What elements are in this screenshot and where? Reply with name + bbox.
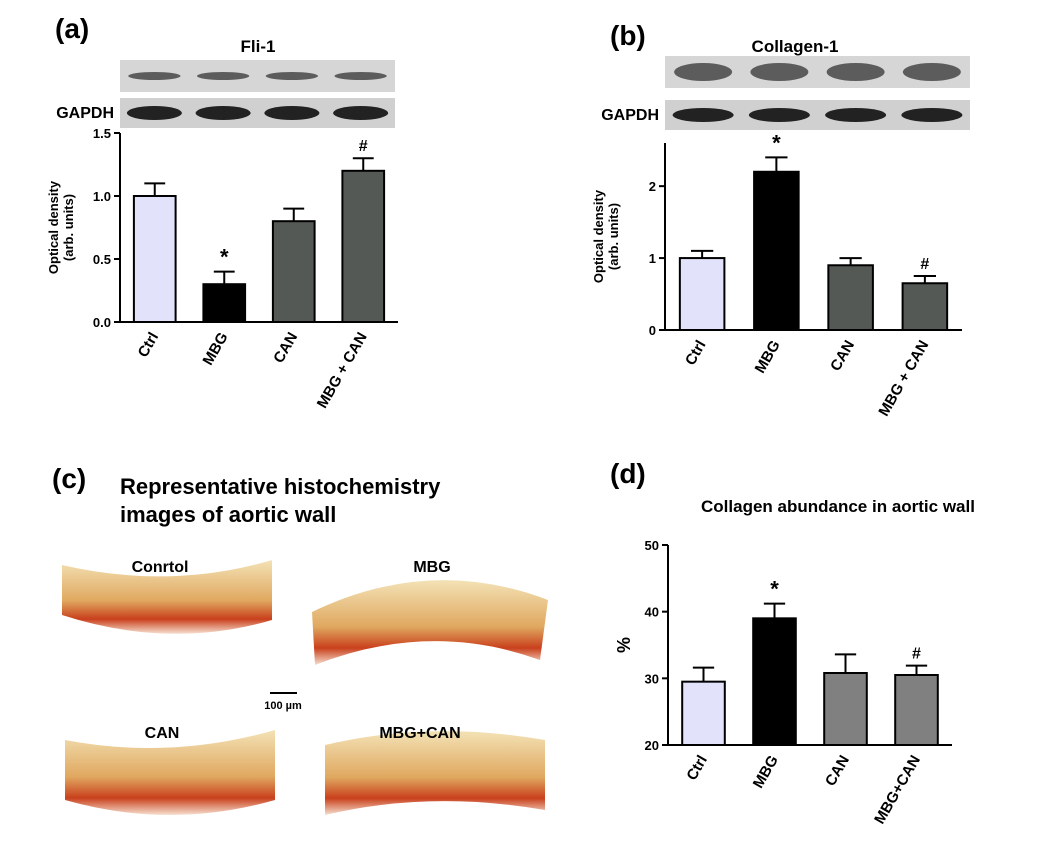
- x-tick-label: CAN: [270, 330, 301, 367]
- bar: [678, 257, 726, 332]
- x-tick-label: CAN: [827, 338, 858, 375]
- y-tick-label: 20: [645, 738, 659, 753]
- blot-band: [672, 108, 734, 122]
- chart-title: Collagen-1: [752, 37, 839, 56]
- blot-band: [126, 106, 182, 120]
- y-tick-label: 40: [645, 605, 659, 620]
- blot-label: GAPDH: [601, 107, 659, 124]
- y-axis-label: Optical density: [46, 180, 61, 274]
- bar: [202, 283, 247, 324]
- image-label: MBG: [413, 559, 450, 576]
- blot-band: [902, 63, 961, 81]
- histology-image: [62, 560, 548, 815]
- blot-band: [264, 106, 320, 120]
- blot-band: [674, 63, 733, 81]
- annotation: #: [912, 646, 921, 663]
- image-label: CAN: [145, 725, 180, 742]
- x-tick-label: Ctrl: [682, 338, 710, 369]
- blot-band: [901, 108, 963, 122]
- blot-band: [334, 72, 387, 80]
- blot-label: GAPDH: [56, 105, 114, 122]
- y-tick-label: 1: [649, 251, 656, 266]
- image-label: Conrtol: [132, 559, 189, 576]
- x-tick-label: Ctrl: [683, 753, 711, 784]
- panel-label: (d): [610, 458, 646, 489]
- bar: [752, 617, 797, 746]
- x-tick-label: MBG: [752, 338, 784, 377]
- x-tick-label: CAN: [822, 753, 853, 790]
- y-tick-label: 0.0: [93, 315, 111, 330]
- y-tick-label: 50: [645, 538, 659, 553]
- y-tick-label: 0: [649, 323, 656, 338]
- blot-band: [826, 63, 885, 81]
- panel-label: (c): [52, 463, 86, 494]
- y-axis-label: (arb. units): [61, 194, 76, 261]
- y-tick-label: 30: [645, 671, 659, 686]
- panel-label: (b): [610, 20, 646, 51]
- panel-title: images of aortic wall: [120, 502, 336, 527]
- blot-band: [825, 108, 887, 122]
- bar: [341, 169, 386, 323]
- y-tick-label: 1.0: [93, 189, 111, 204]
- bar: [894, 674, 939, 746]
- bar: [271, 220, 316, 323]
- bar: [132, 195, 177, 323]
- scale-label: 100 µm: [264, 700, 302, 712]
- bar: [901, 282, 949, 331]
- chart-title: Collagen abundance in aortic wall: [701, 497, 975, 516]
- annotation: *: [770, 577, 779, 602]
- x-tick-label: MBG + CAN: [314, 330, 371, 412]
- x-tick-label: Ctrl: [135, 330, 163, 361]
- blot-band: [750, 63, 809, 81]
- x-tick-label: MBG: [199, 330, 231, 369]
- blot-band: [195, 106, 251, 120]
- blot-band: [333, 106, 389, 120]
- x-tick-label: MBG + CAN: [875, 338, 932, 420]
- y-tick-label: 2: [649, 179, 656, 194]
- y-axis-label: (arb. units): [606, 203, 621, 270]
- blot-band: [197, 72, 250, 80]
- y-axis-label: %: [614, 637, 634, 653]
- blot-band: [748, 108, 810, 122]
- annotation: #: [359, 138, 368, 155]
- blot-band: [265, 72, 318, 80]
- chart-title: Fli-1: [241, 37, 276, 56]
- bar: [753, 170, 800, 331]
- bar: [681, 680, 726, 747]
- bar: [823, 672, 868, 746]
- annotation: #: [920, 256, 929, 273]
- x-tick-label: MBG+CAN: [871, 753, 924, 828]
- panel-label: (a): [55, 13, 89, 44]
- annotation: *: [772, 130, 781, 155]
- x-tick-label: MBG: [750, 753, 782, 792]
- panel-title: Representative histochemistry: [120, 474, 441, 499]
- y-axis-label: Optical density: [591, 189, 606, 283]
- y-tick-label: 0.5: [93, 252, 111, 267]
- blot-band: [128, 72, 181, 80]
- image-label: MBG+CAN: [379, 725, 460, 742]
- annotation: *: [220, 245, 229, 270]
- bar: [827, 264, 874, 331]
- y-tick-label: 1.5: [93, 126, 111, 141]
